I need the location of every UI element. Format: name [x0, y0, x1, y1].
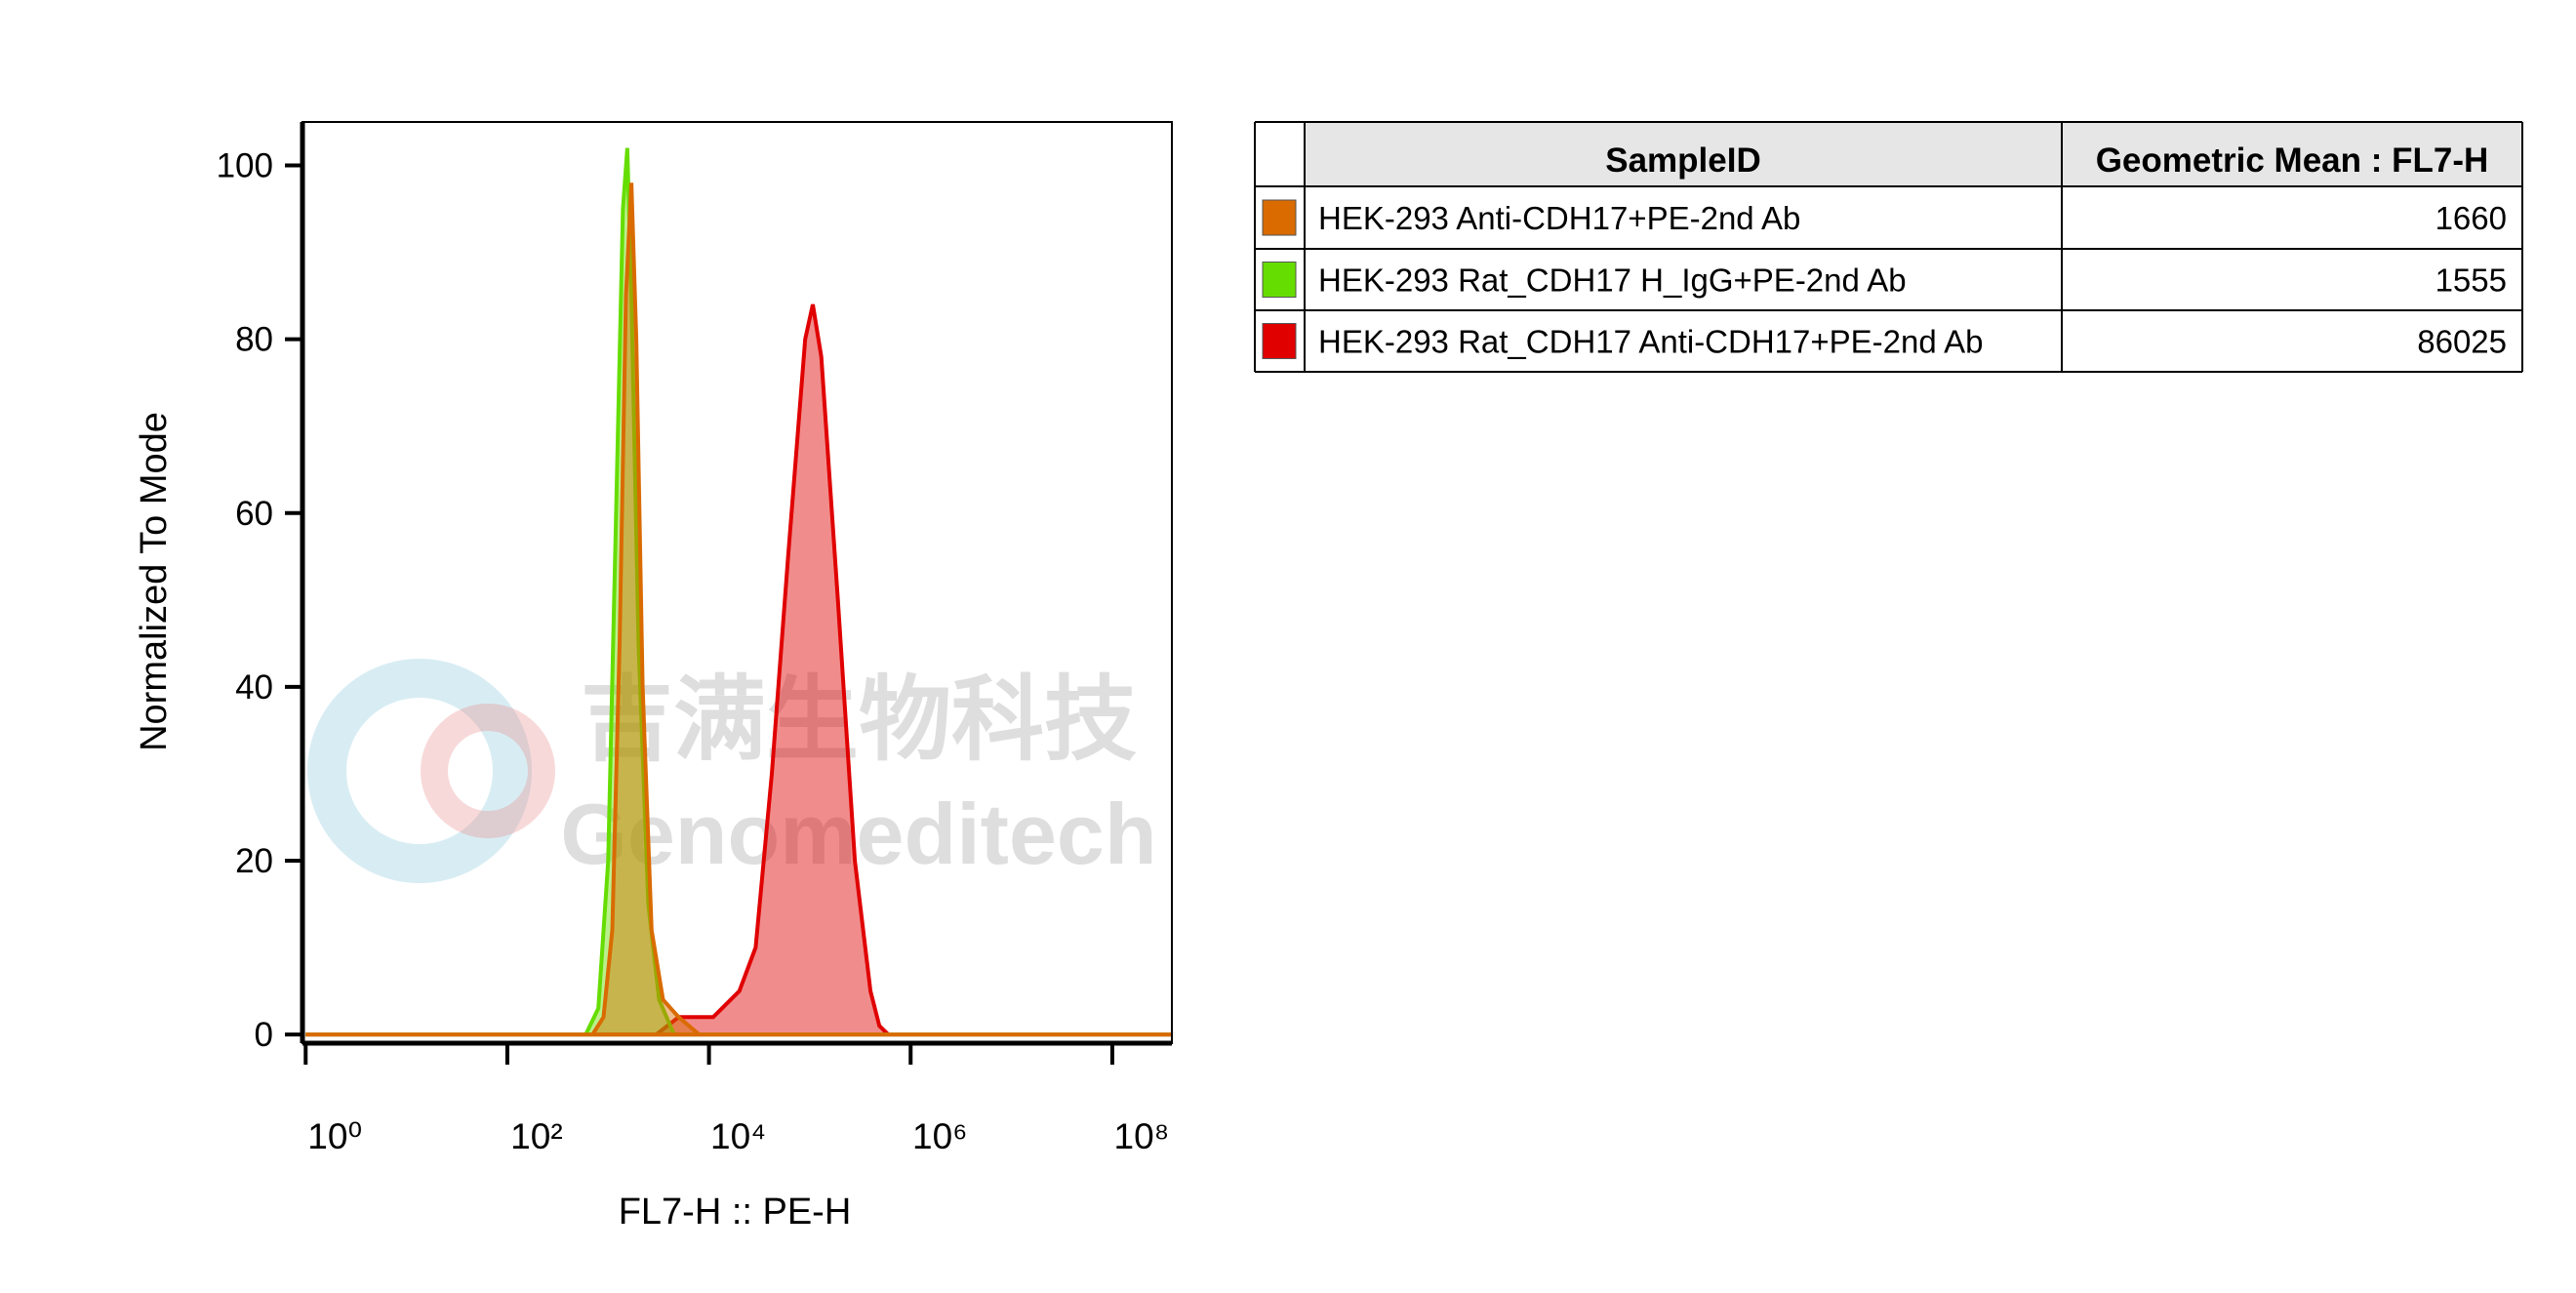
legend-entry: HEK-293 Rat_CDH17 Anti-CDH17+PE-2nd Ab [1318, 324, 1983, 360]
y-tick-label: 40 [235, 668, 273, 707]
y-tick-label: 0 [255, 1016, 273, 1054]
x-axis-title: FL7-H :: PE-H [619, 1192, 852, 1232]
x-tick-label: 10⁸ [1114, 1116, 1170, 1156]
x-tick-label: 10⁰ [307, 1116, 362, 1156]
y-tick-label: 20 [235, 842, 273, 880]
table-header-bg [1305, 122, 2522, 186]
x-tick-label: 10⁶ [912, 1116, 967, 1156]
x-tick-label: 10⁴ [710, 1116, 766, 1156]
y-axis-title: Normalized To Mode [134, 412, 175, 751]
table-value: 86025 [2417, 324, 2507, 360]
y-tick-label: 60 [235, 495, 273, 533]
table-header: SampleID [1605, 141, 1761, 180]
watermark-logo [421, 704, 555, 838]
table-value: 1555 [2435, 263, 2507, 299]
x-tick-label: 10² [510, 1116, 562, 1156]
table-value: 1660 [2435, 200, 2507, 236]
legend-swatch [1262, 199, 1297, 236]
legend-swatch [1262, 323, 1297, 359]
watermark-text: 吉满生物科技 [581, 668, 1137, 772]
legend-entry: HEK-293 Rat_CDH17 H_IgG+PE-2nd Ab [1318, 263, 1907, 299]
plot-frame [302, 121, 1173, 1044]
y-tick-label: 80 [235, 321, 273, 359]
legend-entry: HEK-293 Anti-CDH17+PE-2nd Ab [1318, 200, 1800, 236]
legend-swatch [1262, 262, 1297, 298]
y-tick-label: 100 [217, 147, 273, 185]
histogram-area [305, 303, 1172, 1037]
watermark-text: Genomeditech [560, 786, 1156, 882]
table-header: Geometric Mean : FL7-H [2096, 141, 2489, 180]
watermark-logo [307, 659, 532, 883]
histogram-area [305, 147, 1172, 1037]
histogram-area [305, 182, 1172, 1037]
